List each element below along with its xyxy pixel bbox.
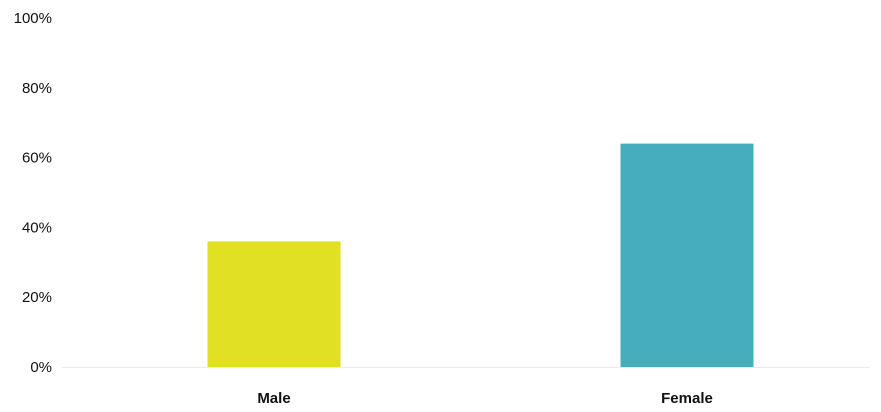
bar-female [620,143,754,367]
x-category-label: Male [257,390,290,407]
y-tick-label: 60% [22,150,52,167]
x-axis: Male Female [257,390,713,407]
bars-group [207,143,754,367]
y-tick-label: 0% [30,359,52,376]
y-tick-label: 80% [22,80,52,97]
x-category-label: Female [661,390,713,407]
y-tick-label: 20% [22,289,52,306]
bar-male [207,241,341,367]
y-tick-label: 40% [22,219,52,236]
y-axis: 0% 20% 40% 60% 80% 100% [14,10,52,376]
y-tick-label: 100% [14,10,52,27]
